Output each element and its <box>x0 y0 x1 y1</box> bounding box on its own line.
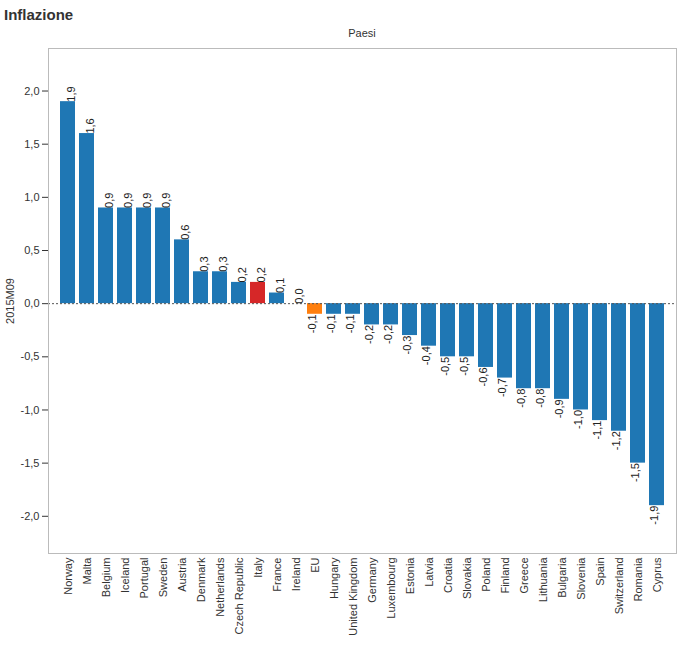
svg-text:Belgium: Belgium <box>100 558 112 598</box>
svg-text:0,3: 0,3 <box>198 256 210 271</box>
html-text:Paesi: Paesi <box>348 27 376 39</box>
svg-text:0,1: 0,1 <box>274 278 286 293</box>
svg-text:0,2: 0,2 <box>236 267 248 282</box>
svg-text:Greece: Greece <box>518 558 530 594</box>
svg-text:-1,5: -1,5 <box>21 457 40 469</box>
svg-text:Bulgaria: Bulgaria <box>556 557 568 598</box>
svg-text:-1,9: -1,9 <box>648 506 660 525</box>
svg-text:Spain: Spain <box>594 558 606 586</box>
svg-text:Poland: Poland <box>480 558 492 592</box>
svg-text:Malta: Malta <box>81 557 93 585</box>
svg-text:Hungary: Hungary <box>328 557 340 599</box>
svg-text:0,9: 0,9 <box>103 193 115 208</box>
svg-text:Slovenia: Slovenia <box>575 557 587 600</box>
svg-text:Italy: Italy <box>252 557 264 578</box>
svg-text:-0,1: -0,1 <box>306 314 318 333</box>
svg-text:Ireland: Ireland <box>290 558 302 592</box>
svg-text:Lithuania: Lithuania <box>537 557 549 603</box>
svg-text:-0,2: -0,2 <box>382 325 394 344</box>
svg-text:Switzerland: Switzerland <box>613 558 625 615</box>
svg-text:0,9: 0,9 <box>141 193 153 208</box>
svg-text:Denmark: Denmark <box>195 557 207 602</box>
svg-text:Slovakia: Slovakia <box>461 557 473 599</box>
svg-text:Portugal: Portugal <box>138 558 150 599</box>
svg-text:Latvia: Latvia <box>423 557 435 587</box>
svg-text:0,9: 0,9 <box>160 193 172 208</box>
svg-text:Norway: Norway <box>62 557 74 595</box>
svg-text:-0,6: -0,6 <box>477 367 489 386</box>
svg-text:Luxembourg: Luxembourg <box>385 558 397 619</box>
html-text:Inflazione: Inflazione <box>4 6 74 23</box>
svg-text:EU: EU <box>309 557 321 572</box>
svg-text:-0,8: -0,8 <box>534 389 546 408</box>
svg-text:-1,1: -1,1 <box>591 421 603 440</box>
svg-text:-1,0: -1,0 <box>21 403 40 415</box>
svg-text:Cyprus: Cyprus <box>651 557 663 592</box>
svg-text:Austria: Austria <box>176 557 188 592</box>
svg-text:-0,4: -0,4 <box>420 346 432 365</box>
svg-text:-0,2: -0,2 <box>363 325 375 344</box>
svg-text:1,9: 1,9 <box>65 86 77 101</box>
svg-text:1,5: 1,5 <box>24 138 39 150</box>
svg-text:-1,0: -1,0 <box>572 410 584 429</box>
svg-text:0,5: 0,5 <box>24 244 39 256</box>
svg-text:United Kingdom: United Kingdom <box>347 558 359 636</box>
svg-text:-0,7: -0,7 <box>496 378 508 397</box>
svg-text:-0,5: -0,5 <box>458 357 470 376</box>
svg-text:-1,2: -1,2 <box>610 431 622 450</box>
svg-text:Czech Republic: Czech Republic <box>233 557 245 635</box>
svg-text:0,0: 0,0 <box>293 288 305 303</box>
svg-text:2015M09: 2015M09 <box>4 278 16 324</box>
svg-text:Estonia: Estonia <box>404 557 416 595</box>
svg-text:0,6: 0,6 <box>179 225 191 240</box>
svg-text:Netherlands: Netherlands <box>214 557 226 617</box>
svg-text:Romania: Romania <box>632 557 644 602</box>
svg-text:Sweden: Sweden <box>157 558 169 598</box>
svg-text:-0,8: -0,8 <box>515 389 527 408</box>
svg-text:-2,0: -2,0 <box>21 510 40 522</box>
svg-text:-0,1: -0,1 <box>344 314 356 333</box>
svg-text:0,0: 0,0 <box>24 297 39 309</box>
svg-text:-1,5: -1,5 <box>629 463 641 482</box>
svg-text:-0,5: -0,5 <box>439 357 451 376</box>
svg-text:1,6: 1,6 <box>84 118 96 133</box>
svg-text:0,2: 0,2 <box>255 267 267 282</box>
svg-text:-0,9: -0,9 <box>553 399 565 418</box>
svg-text:0,9: 0,9 <box>122 193 134 208</box>
svg-text:Finland: Finland <box>499 558 511 594</box>
svg-text:2,0: 2,0 <box>24 85 39 97</box>
svg-text:0,3: 0,3 <box>217 256 229 271</box>
svg-text:1,0: 1,0 <box>24 191 39 203</box>
svg-text:-0,5: -0,5 <box>21 350 40 362</box>
svg-text:Croatia: Croatia <box>442 557 454 593</box>
svg-text:Germany: Germany <box>366 557 378 603</box>
svg-text:-0,1: -0,1 <box>325 314 337 333</box>
svg-text:Iceland: Iceland <box>119 558 131 593</box>
svg-text:-0,3: -0,3 <box>401 336 413 355</box>
svg-text:France: France <box>271 558 283 592</box>
